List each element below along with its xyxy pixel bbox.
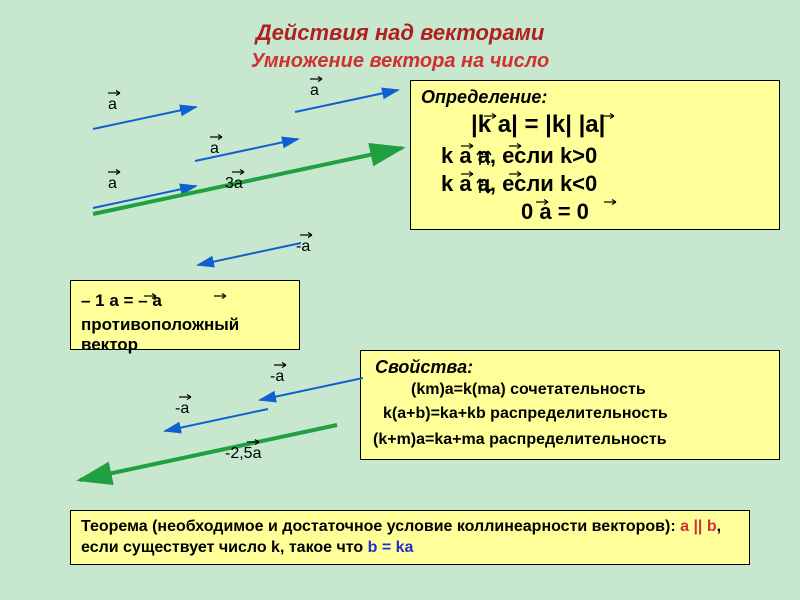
definition-line-3: 0 a = 0 (521, 199, 589, 225)
vector-label-7: -a (175, 400, 189, 418)
definition-line-2: k a a, если k<0 (441, 171, 597, 197)
properties-title: Свойства: (375, 357, 473, 378)
vector-label-6: -a (270, 368, 284, 386)
props-line-2: (k+m)a=ka+ma распределительность (373, 431, 667, 449)
vector-label-0: a (108, 96, 117, 114)
neg-line-1: – 1 a = – a (81, 291, 162, 311)
vector-label-8: -2,5a (225, 445, 261, 463)
vector-label-2: a (210, 140, 219, 158)
vector-label-4: 3a (225, 175, 243, 193)
vector-label-1: a (310, 82, 319, 100)
vector-label-3: a (108, 175, 117, 193)
negative-vector-box: – 1 a = – a противоположный вектор (70, 280, 300, 350)
theorem-box: Теорема (необходимое и достаточное услов… (70, 510, 750, 565)
props-line-0: (km)a=k(ma) сочетательность (411, 381, 646, 399)
props-line-1: k(a+b)=ka+kb распределительность (383, 405, 668, 423)
definition-title: Определение: (421, 87, 547, 108)
main-title: Действия над векторами (0, 20, 800, 46)
definition-line-0: |k a| = |k| |a| (471, 111, 605, 139)
properties-box: Свойства: (km)a=k(ma) сочетательность k(a… (360, 350, 780, 460)
theorem-ab: a || b (680, 518, 717, 535)
definition-box: Определение: |k a| = |k| |a| k a a, если … (410, 80, 780, 230)
theorem-text: Теорема (необходимое и достаточное услов… (81, 517, 741, 559)
theorem-eq: b = ka (368, 539, 414, 556)
neg-line-2: противоположный вектор (81, 315, 299, 355)
definition-line-1: k a a, если k>0 (441, 143, 597, 169)
sub-title: Умножение вектора на число (0, 50, 800, 73)
vector-label-5: -a (296, 238, 310, 256)
theorem-pre: Теорема (необходимое и достаточное услов… (81, 518, 680, 535)
